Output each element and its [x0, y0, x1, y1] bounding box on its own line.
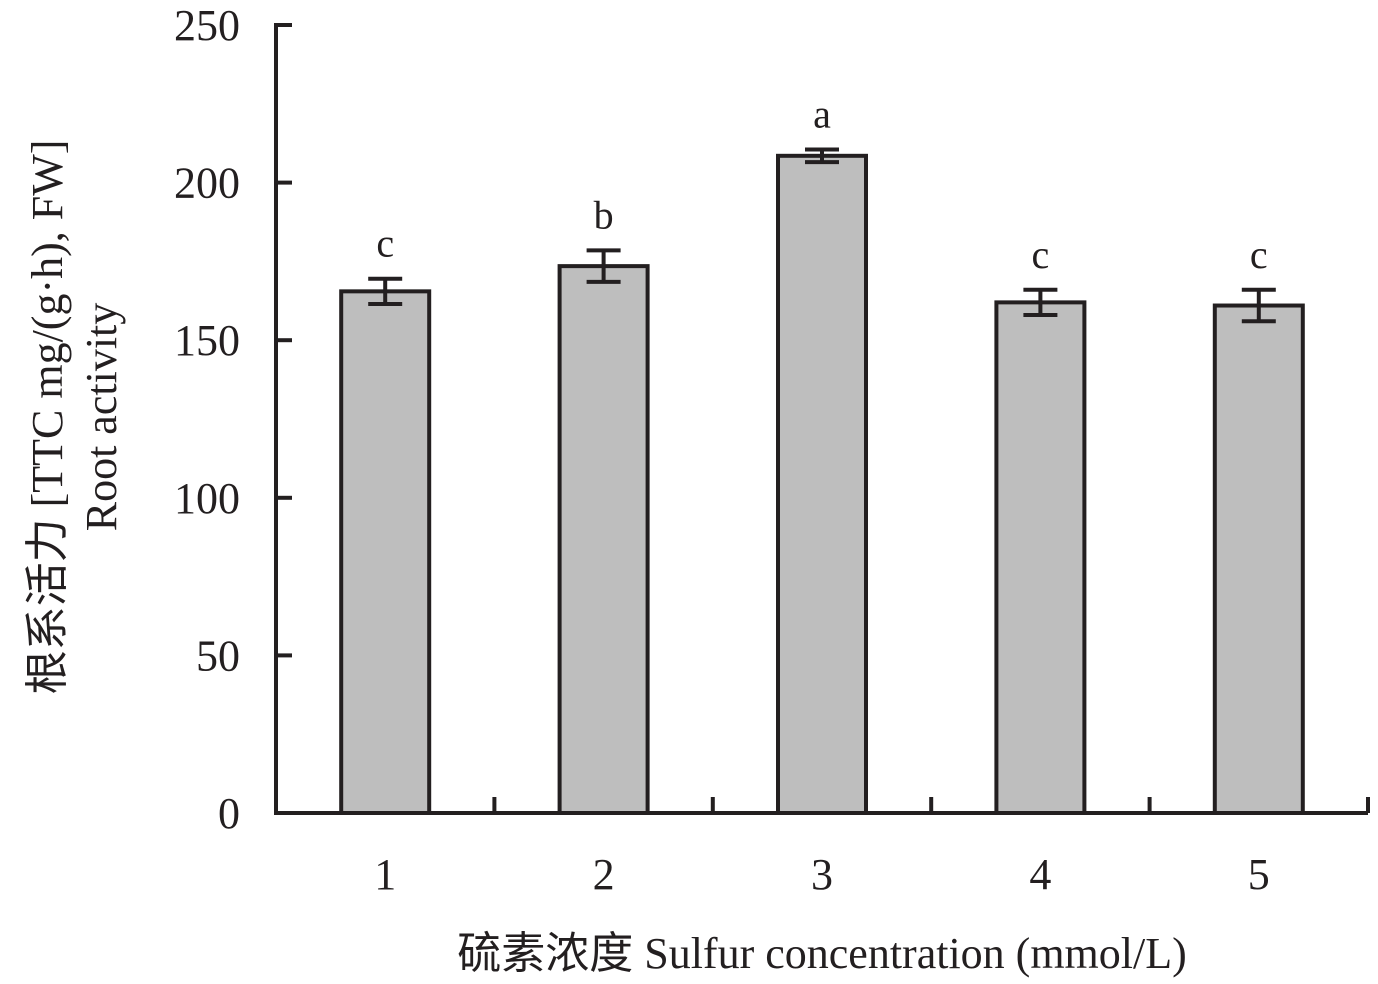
x-tick-label-1: 1: [374, 850, 396, 899]
x-tick-label-3: 3: [811, 850, 833, 899]
error-bar-3: [805, 147, 839, 165]
bar-2: [557, 264, 650, 815]
significance-labels-layer: c b a c c: [376, 92, 1267, 277]
bar-5: [1212, 303, 1305, 815]
y-tick-label-250: 250: [174, 1, 240, 50]
significance-label-1: c: [376, 221, 394, 266]
x-tick-label-5: 5: [1248, 850, 1270, 899]
significance-label-5: c: [1250, 232, 1268, 277]
x-tick-label-2: 2: [593, 850, 615, 899]
significance-label-3: a: [813, 92, 831, 137]
significance-label-2: b: [594, 192, 614, 237]
axes-layer: [274, 23, 1370, 815]
error-bars-layer: [368, 147, 1276, 324]
y-axis-title-line-1: 根系活力 [TTC mg/(g·h), FW]: [23, 140, 72, 695]
y-tick-label-150: 150: [174, 316, 240, 365]
x-tick-label-4: 4: [1029, 850, 1051, 899]
x-axis-title: 硫素浓度 Sulfur concentration (mmol/L): [457, 929, 1187, 978]
bars-layer: [339, 153, 1305, 816]
error-bar-5: [1241, 287, 1276, 324]
error-bar-4: [1023, 287, 1058, 317]
error-bar-2: [586, 248, 621, 284]
significance-label-4: c: [1032, 232, 1050, 277]
y-tick-label-50: 50: [196, 631, 240, 680]
y-axis-title-line-2: Root activity: [77, 303, 126, 532]
bar-4: [994, 300, 1087, 815]
bar-1: [339, 289, 432, 815]
y-tick-label-0: 0: [218, 789, 240, 838]
bar-3: [776, 153, 868, 816]
y-tick-label-200: 200: [174, 159, 240, 208]
y-tick-label-100: 100: [174, 474, 240, 523]
error-bar-1: [368, 276, 403, 306]
